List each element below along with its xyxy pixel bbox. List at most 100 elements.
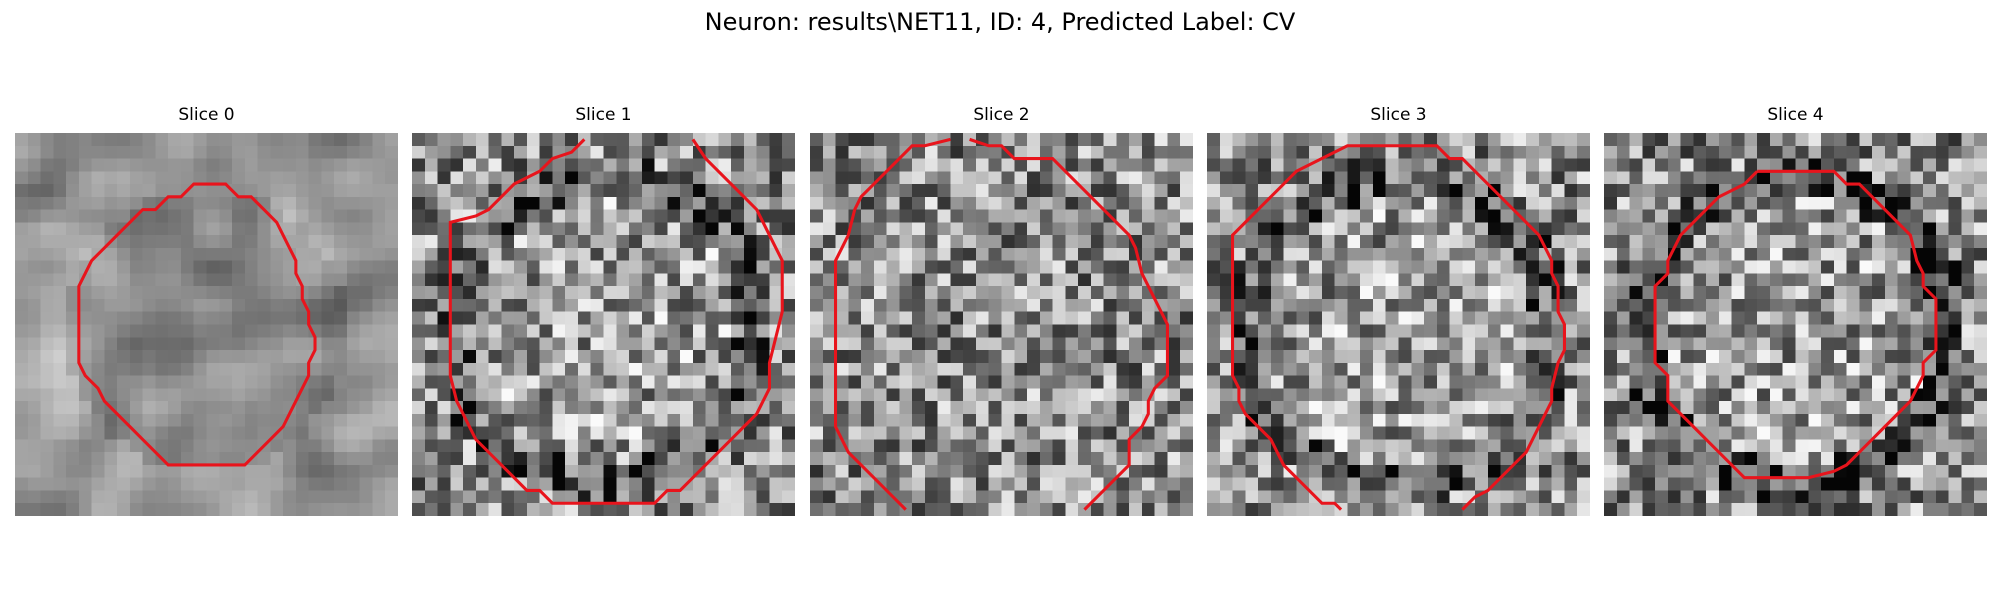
pixel	[1180, 413, 1193, 427]
pixel	[1309, 145, 1323, 159]
pixel	[1513, 375, 1527, 389]
pixel	[782, 413, 795, 427]
pixel	[1974, 439, 1987, 453]
pixel	[1449, 401, 1463, 415]
pixel	[680, 222, 694, 236]
pixel	[308, 439, 322, 453]
pixel	[514, 247, 528, 261]
pixel	[950, 464, 964, 478]
pixel	[372, 298, 386, 312]
pixel	[1487, 464, 1501, 478]
pixel	[1180, 388, 1193, 402]
pixel	[78, 401, 92, 415]
pixel	[692, 388, 706, 402]
pixel	[1258, 158, 1272, 172]
pixel	[334, 426, 348, 440]
pixel	[526, 464, 540, 478]
pixel	[1487, 375, 1501, 389]
pixel	[1757, 337, 1771, 351]
pixel	[1577, 158, 1590, 172]
pixel	[950, 324, 964, 338]
pixel	[552, 324, 566, 338]
pixel	[1245, 311, 1259, 325]
pixel	[1577, 477, 1590, 491]
pixel	[117, 298, 131, 312]
pixel	[450, 145, 464, 159]
figure-title: Neuron: results\NET11, ID: 4, Predicted …	[704, 8, 1296, 36]
pixel	[1385, 273, 1399, 287]
pixel	[848, 490, 862, 504]
pixel	[988, 145, 1002, 159]
pixel	[257, 298, 271, 312]
pixel	[1270, 375, 1284, 389]
pixel	[142, 503, 156, 516]
pixel	[667, 235, 681, 249]
pixel	[835, 311, 849, 325]
pixel	[667, 260, 681, 274]
pixel	[1141, 439, 1155, 453]
pixel	[912, 209, 926, 223]
pixel	[501, 388, 515, 402]
pixel	[412, 401, 426, 415]
pixel	[244, 464, 258, 478]
pixel	[180, 503, 194, 516]
pixel	[1039, 388, 1053, 402]
pixel	[937, 375, 951, 389]
pixel	[616, 158, 630, 172]
pixel	[1027, 171, 1041, 185]
pixel	[1411, 324, 1425, 338]
pixel	[692, 350, 706, 364]
pixel	[1245, 171, 1259, 185]
pixel	[168, 171, 182, 185]
pixel	[1808, 298, 1822, 312]
pixel	[718, 247, 732, 261]
pixel	[232, 196, 246, 210]
pixel	[1795, 426, 1809, 440]
pixel	[346, 273, 360, 287]
pixel	[1167, 209, 1181, 223]
pixel	[1974, 490, 1987, 504]
pixel	[1462, 477, 1476, 491]
pixel	[1167, 362, 1181, 376]
pixel	[565, 503, 579, 516]
pixel	[219, 235, 233, 249]
pixel	[1475, 477, 1489, 491]
pixel	[257, 311, 271, 325]
pixel	[718, 145, 732, 159]
pixel	[180, 196, 194, 210]
pixel	[552, 184, 566, 198]
pixel	[1372, 413, 1386, 427]
pixel	[463, 184, 477, 198]
pixel	[193, 145, 207, 159]
pixel	[129, 247, 143, 261]
pixel	[603, 145, 617, 159]
pixel	[1897, 133, 1911, 147]
pixel	[912, 503, 926, 516]
pixel	[539, 452, 553, 466]
pixel	[1744, 235, 1758, 249]
pixel	[346, 401, 360, 415]
pixel	[1923, 247, 1937, 261]
pixel	[565, 235, 579, 249]
pixel	[270, 145, 284, 159]
pixel	[53, 503, 67, 516]
pixel	[667, 490, 681, 504]
pixel	[232, 298, 246, 312]
pixel	[1449, 337, 1463, 351]
pixel	[1078, 209, 1092, 223]
pixel	[501, 171, 515, 185]
pixel	[1309, 184, 1323, 198]
pixel	[1706, 298, 1720, 312]
pixel	[66, 273, 80, 287]
pixel	[346, 477, 360, 491]
pixel	[334, 286, 348, 300]
pixel	[1014, 273, 1028, 287]
pixel	[359, 158, 373, 172]
pixel	[180, 401, 194, 415]
pixel	[1449, 324, 1463, 338]
pixel	[1001, 158, 1015, 172]
pixel	[1154, 324, 1168, 338]
pixel	[1718, 413, 1732, 427]
pixel	[15, 401, 29, 415]
pixel	[565, 375, 579, 389]
